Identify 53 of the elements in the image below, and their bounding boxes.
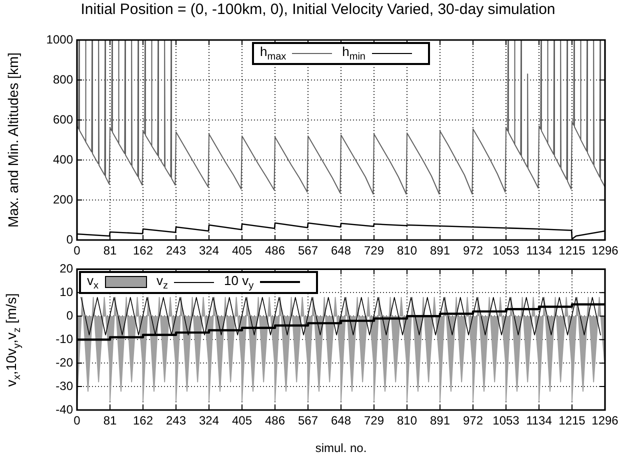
x-tick-label: 486	[264, 244, 286, 258]
x-tick-label: 243	[166, 414, 186, 428]
x-tick-label: 1053	[492, 414, 520, 428]
x-tick-label: 972	[462, 414, 484, 428]
y-tick-label: -40	[56, 402, 74, 416]
y-tick-label: 200	[52, 192, 74, 206]
y-tick-label: -20	[56, 355, 74, 370]
chart-title: Initial Position = (0, -100km, 0), Initial Velocity Varied, 30-day simulation	[80, 1, 556, 18]
y-tick-label: 400	[52, 152, 74, 166]
y-tick-label: 0	[66, 232, 74, 246]
x-tick-label: 81	[103, 414, 117, 428]
x-tick-label: 243	[166, 244, 186, 258]
y-tick-label: 1000	[46, 32, 74, 46]
x-tick-label: 891	[430, 414, 450, 428]
x-tick-label: 324	[198, 244, 220, 258]
x-tick-label: 324	[198, 414, 220, 428]
x-tick-label: 810	[396, 414, 418, 428]
legend-label: h$_{max}$	[260, 44, 286, 63]
x-tick-label: 1053	[492, 244, 520, 258]
x-tick-label: 1134	[526, 244, 552, 258]
legend-label: h$_{min}$	[342, 44, 366, 63]
y-tick-label: 600	[52, 112, 74, 126]
x-tick-label: 567	[298, 414, 318, 428]
legend-label: v$_{x}$	[87, 273, 98, 292]
x-tick-label: 729	[364, 414, 384, 428]
x-tick-label: 648	[330, 414, 352, 428]
x-tick-label: 1215	[558, 244, 586, 258]
x-tick-label: 972	[462, 244, 484, 258]
x-tick-label: 405	[232, 244, 252, 258]
y-tick-label: 800	[52, 72, 74, 86]
x-tick-label: 162	[132, 244, 154, 258]
x-tick-label: 1296	[592, 244, 619, 258]
x-tick-label: 648	[330, 244, 352, 258]
x-axis-title: simul. no.	[315, 441, 367, 456]
y-axis-title: Max. and Min. Altitudes [km]	[5, 52, 21, 228]
x-tick-label: 567	[298, 244, 318, 258]
x-tick-label: 81	[103, 244, 117, 258]
legend-label: v$_{z}$	[156, 273, 168, 292]
x-tick-label: 891	[430, 244, 450, 258]
y-tick-label: -10	[56, 332, 74, 346]
x-tick-label: 486	[264, 414, 286, 428]
x-tick-label: 405	[232, 414, 252, 428]
x-tick-label: 810	[396, 244, 418, 258]
y-tick-label: 10	[60, 284, 74, 299]
y-tick-label: -30	[56, 378, 74, 393]
legend-label: 10 v$_{y}$	[224, 273, 254, 292]
y-tick-label: 20	[60, 262, 74, 276]
x-tick-label: 1296	[592, 414, 619, 428]
x-tick-label: 1134	[526, 414, 552, 428]
x-tick-label: 1215	[558, 414, 586, 428]
x-tick-label: 162	[132, 414, 154, 428]
y-tick-label: 0	[66, 308, 74, 322]
x-tick-label: 729	[364, 244, 384, 258]
